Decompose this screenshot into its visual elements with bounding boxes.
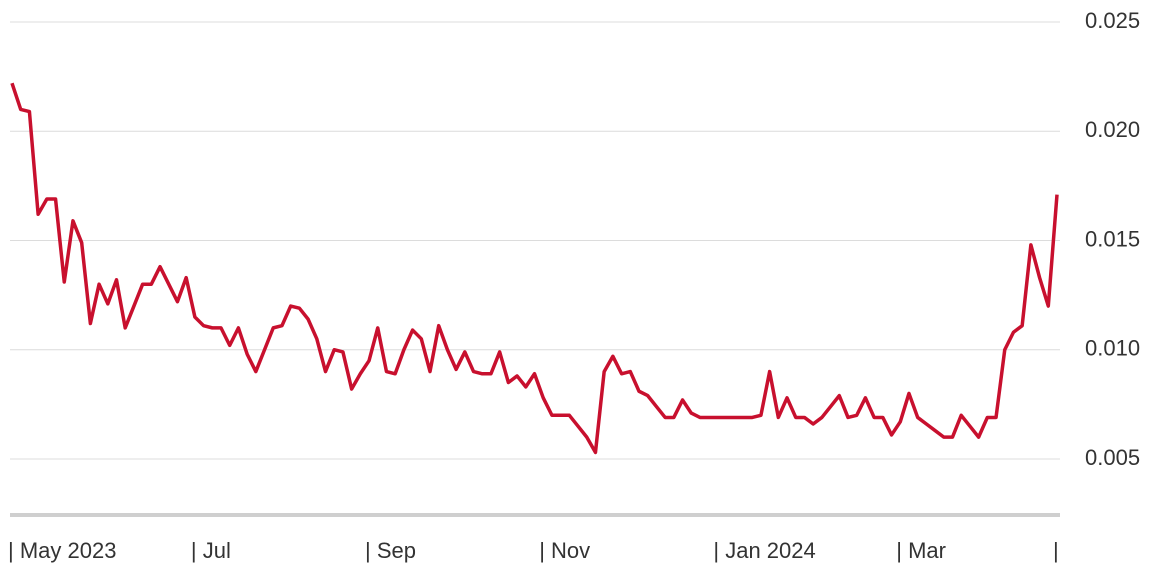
x-tick-label: | Jan 2024 (713, 538, 815, 563)
x-tick-label: | Sep (365, 538, 416, 563)
x-tick-label: | Jul (191, 538, 231, 563)
x-tick-label: | May 2023 (8, 538, 116, 563)
x-tick-label: | Mar (896, 538, 946, 563)
y-tick-label: 0.025 (1085, 8, 1140, 33)
y-tick-label: 0.005 (1085, 445, 1140, 470)
x-tick-label: | (1053, 538, 1059, 563)
y-tick-label: 0.015 (1085, 226, 1140, 251)
price-line (10, 82, 1059, 455)
y-tick-label: 0.010 (1085, 336, 1140, 361)
x-tick-label: | Nov (539, 538, 590, 563)
y-tick-label: 0.020 (1085, 117, 1140, 142)
